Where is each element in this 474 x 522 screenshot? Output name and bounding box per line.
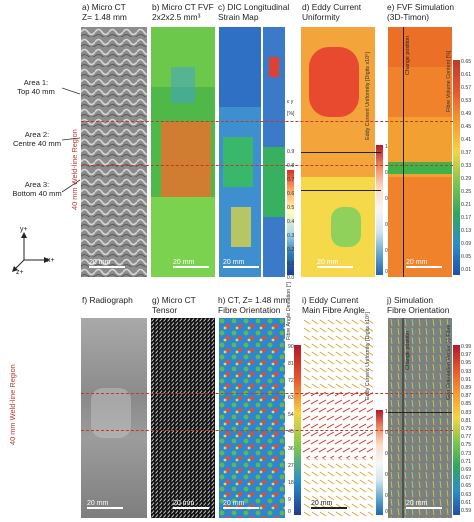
panel-g-tensor-map: 20 mm [151, 318, 215, 518]
panel-i-colorbar [376, 410, 383, 515]
panel-j-scale-bar: 20 mm [406, 500, 442, 509]
bottom-area-divider-bottom [81, 430, 453, 431]
panel-e-scale-bar: 20 mm [406, 259, 442, 268]
axis-x-label: x+ [47, 257, 55, 264]
panel-b-scale-bar: 20 mm [173, 259, 209, 268]
panel-c-strain-map-right [263, 27, 285, 277]
area-3-label: Area 3: Bottom 40 mm [12, 180, 62, 198]
panel-e-fvf-simulation: 20 mm [388, 27, 452, 277]
axes-icon [12, 232, 50, 272]
weld-line-label-bottom: 40 mm Weld-line Region [8, 364, 17, 445]
panel-e-colorbar [453, 60, 460, 275]
panel-j-guide-line [388, 412, 452, 413]
panel-c-strain-map-left: 20 mm [219, 27, 261, 277]
area-divider-top [81, 121, 453, 122]
panel-b-fvf-map: 20 mm [151, 27, 215, 277]
panel-c-title: c) DIC Longitudinal Strain Map [218, 2, 290, 22]
orientation-vectors [388, 318, 452, 518]
fibre-orientation-texture [219, 318, 285, 518]
panel-i-main-fibre-angle: 20 mm [303, 318, 373, 518]
panel-d-title: d) Eddy Current Uniformity [302, 2, 362, 22]
axis-y-label: y+ [20, 226, 28, 233]
panel-d-guide-line-1 [301, 152, 381, 153]
axis-z-label: z+ [16, 269, 24, 276]
panel-d-scale-bar: 20 mm [317, 259, 353, 268]
panel-j-change-position-label: Change position [405, 331, 411, 370]
panel-j-simulation-orientation: 20 mm [388, 318, 452, 518]
panel-d-colorbar [376, 145, 383, 275]
panel-a-title: a) Micro CT Z= 1.48 mm [82, 2, 127, 22]
panel-h-fibre-orientation: 20 mm [219, 318, 285, 518]
panel-f-scale-bar: 20 mm [87, 500, 123, 509]
panel-g-scale-bar: 20 mm [173, 500, 209, 509]
panel-f-radiograph: 20 mm [81, 318, 147, 518]
area-divider-bottom [81, 165, 453, 166]
area-2-label: Area 2: Centre 40 mm [12, 130, 62, 148]
bottom-area-divider-top [81, 393, 453, 394]
panel-h-title: h) CT, Z= 1.48 mm Fibre Orientation [218, 295, 288, 315]
panel-b-title: b) Micro CT FVF 2x2x2.5 mm³ [152, 2, 214, 22]
panel-i-scale-bar: 20 mm [311, 500, 347, 509]
panel-d-guide-line-2 [301, 190, 381, 191]
panel-d-eddy-map: 20 mm [301, 27, 375, 277]
area-1-label: Area 1: Top 40 mm [17, 78, 55, 96]
panel-a-scale-bar: 20 mm [89, 259, 125, 268]
panel-j-title: j) Simulation Fibre Orientation [387, 295, 450, 315]
weld-line-label-top: 40 mm Weld-line Region [70, 129, 79, 210]
panel-h-colorbar-label: Fibre Angle Deviation [°] [286, 282, 292, 340]
panel-e-change-position-label: Change position [405, 36, 411, 75]
micro-ct-texture [81, 27, 147, 277]
panel-a-micro-ct-image: 20 mm [81, 27, 147, 277]
area-brackets [62, 87, 81, 193]
panel-e-colorbar-label: Fibre Volume Content [%] [446, 50, 452, 112]
panel-f-title: f) Radiograph [82, 295, 133, 305]
panel-d-colorbar-label: Eddy Current Uniformity [Digits x10⁶] [365, 52, 371, 140]
panel-j-colorbar-label: Gen Orientation Vector (-) Fibre [446, 324, 452, 401]
panel-j-colorbar [453, 345, 460, 515]
tensor-glyphs [151, 318, 215, 518]
panel-i-colorbar-label: Eddy Current Uniformity [Digits x10⁶] [365, 312, 371, 400]
fibre-angle-vectors [303, 318, 373, 518]
panel-c-colorbar [287, 170, 294, 275]
panel-h-scale-bar: 20 mm [223, 500, 259, 509]
panel-e-title: e) FVF Simulation (3D-Timon) [387, 2, 455, 22]
panel-g-title: g) Micro CT Tensor [152, 295, 196, 315]
panel-c-scale-bar: 20 mm [223, 259, 259, 268]
panel-i-title: i) Eddy Current Main Fibre Angle [302, 295, 365, 315]
